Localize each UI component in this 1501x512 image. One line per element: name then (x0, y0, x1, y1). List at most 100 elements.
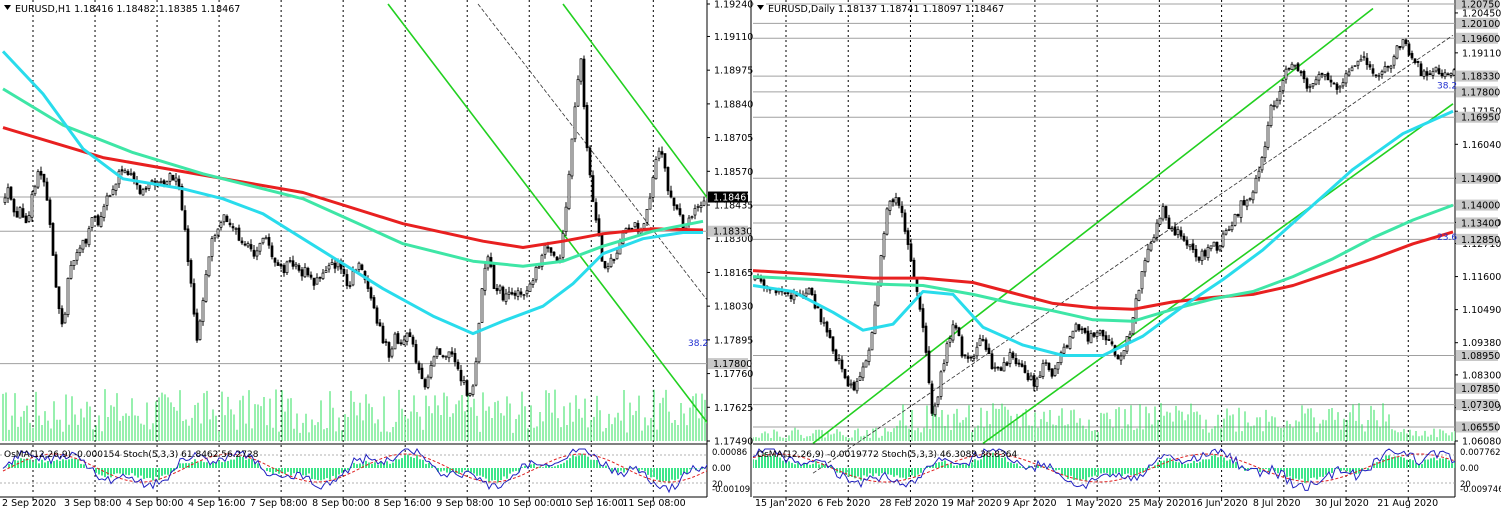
price-level-label: 1.19600 (1461, 34, 1500, 45)
candle-body (504, 293, 508, 302)
candle-body (591, 175, 595, 202)
x-tick-label: 11 Sep 08:00 (622, 498, 685, 509)
candle-body (975, 346, 979, 357)
candle-body (216, 228, 220, 236)
y-tick-label: 1.17490 (714, 437, 753, 448)
candle-body (1428, 73, 1432, 76)
indicator-tick: 0.007762 (1460, 448, 1501, 458)
candle-body (1200, 250, 1204, 261)
trend-dashed-line (477, 3, 707, 301)
candle-body (579, 58, 583, 82)
candle-body (258, 242, 262, 252)
candle-body (243, 243, 247, 246)
price-level-tag (1456, 399, 1498, 411)
candle-body (870, 332, 874, 351)
candle-body (186, 228, 190, 263)
indicator-panel (753, 448, 1455, 491)
candle-body (1239, 200, 1243, 218)
indicator-tick: -0.009746 (1460, 485, 1501, 495)
candle-body (1260, 157, 1264, 171)
candle-body (1368, 64, 1372, 68)
indicator-tick: -0.00109 (712, 485, 750, 495)
candle-body (954, 325, 958, 329)
candle-body (789, 294, 793, 299)
candle-body (1389, 65, 1393, 69)
candle-body (576, 79, 580, 107)
candle-body (957, 327, 961, 337)
candle-body (90, 217, 94, 228)
candle-body (648, 197, 652, 210)
candle-body (1173, 226, 1177, 236)
candle-body (165, 181, 169, 185)
candle-body (1206, 247, 1210, 259)
candle-body (474, 361, 478, 386)
candle-body (1341, 82, 1345, 87)
candle-body (12, 199, 16, 213)
price-level-tag (1456, 32, 1498, 44)
candle-body (54, 254, 58, 288)
candle-body (828, 329, 832, 338)
channel-line (812, 7, 1374, 445)
candle-body (36, 171, 40, 188)
candle-body (411, 336, 415, 345)
candle-body (1014, 358, 1018, 365)
x-tick-label: 6 Feb 2020 (817, 498, 870, 509)
candle-body (129, 173, 133, 176)
candle-body (549, 247, 553, 253)
candle-body (669, 190, 673, 198)
candle-body (1158, 217, 1162, 225)
candle-body (1197, 256, 1201, 261)
price-level-tag (1456, 86, 1498, 98)
candle-body (1005, 362, 1009, 366)
candle-body (1143, 260, 1147, 273)
candle-body (642, 223, 646, 229)
candle-body (1263, 146, 1267, 159)
candle-body (852, 382, 856, 391)
candle-body (951, 324, 955, 341)
x-tick-label: 9 Apr 2020 (1004, 498, 1057, 509)
candle-body (9, 186, 13, 200)
candle-body (621, 232, 625, 245)
candle-body (1440, 72, 1444, 77)
candle-body (1116, 355, 1120, 360)
candle-body (1050, 368, 1054, 377)
y-tick-label: 1.19240 (714, 0, 753, 11)
candle-body (759, 278, 763, 282)
candle-body (696, 206, 700, 208)
candle-body (561, 232, 565, 258)
stoch-signal-line (753, 453, 1455, 483)
candle-body (342, 268, 346, 275)
x-tick-label: 10 Sep 00:00 (498, 498, 561, 509)
candle-body (1272, 105, 1276, 107)
candle-body (849, 383, 853, 386)
candle-body (261, 237, 265, 244)
candle-body (840, 359, 844, 370)
price-level-label: 1.18330 (713, 227, 752, 238)
price-level-tag (1456, 172, 1498, 184)
candle-body (690, 216, 694, 218)
moving-average-line (753, 109, 1454, 357)
candle-body (1185, 240, 1189, 246)
candle-body (1110, 341, 1114, 345)
candle-body (879, 255, 883, 286)
candle-body (447, 351, 451, 359)
candle-body (1083, 327, 1087, 333)
price-level-label: 1.17800 (1461, 87, 1500, 98)
candle-body (1218, 245, 1222, 251)
y-tick-label: 1.20450 (1462, 8, 1501, 19)
x-tick-label: 4 Sep 00:00 (126, 498, 183, 509)
candle-body (45, 181, 49, 201)
candle-body (1212, 241, 1216, 247)
candle-body (300, 269, 304, 277)
candle-body (177, 178, 181, 188)
candle-body (369, 287, 373, 299)
candle-body (1290, 63, 1294, 71)
candle-body (1128, 333, 1132, 338)
candle-body (570, 138, 574, 177)
y-tick-label: 1.18300 (714, 234, 753, 245)
price-level-tag (708, 358, 748, 370)
candle-body (441, 355, 445, 358)
candle-body (126, 171, 130, 175)
candle-body (1392, 56, 1396, 66)
